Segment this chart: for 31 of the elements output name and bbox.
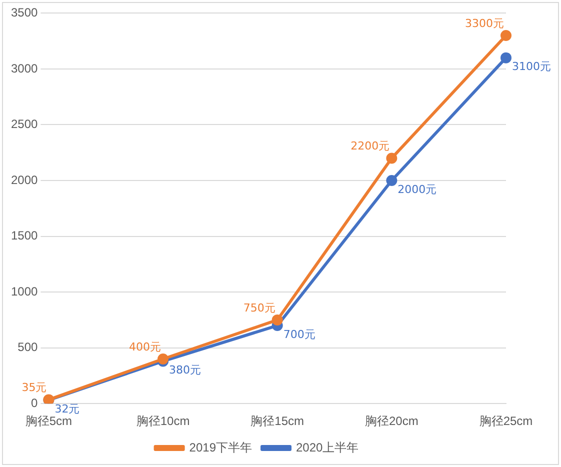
data-label: 35元 xyxy=(22,381,47,394)
data-label: 380元 xyxy=(169,364,202,377)
data-label: 750元 xyxy=(243,301,276,314)
legend-label: 2020上半年 xyxy=(296,440,359,454)
y-tick-label: 3000 xyxy=(10,61,38,76)
data-label: 400元 xyxy=(129,340,162,354)
x-tick-label: 胸径10cm xyxy=(136,414,190,428)
y-tick-label: 0 xyxy=(31,396,38,410)
y-tick-label: 1500 xyxy=(10,228,38,243)
y-tick-label: 2000 xyxy=(10,172,38,187)
point xyxy=(158,353,169,364)
x-tick-label: 胸径15cm xyxy=(250,414,304,428)
data-label: 32元 xyxy=(54,402,80,416)
data-label: 2200元 xyxy=(350,140,390,153)
legend-label: 2019下半年 xyxy=(189,440,252,454)
data-label: 3100元 xyxy=(512,60,551,74)
y-tick-label: 3500 xyxy=(10,6,38,20)
point xyxy=(500,30,512,42)
data-label: 3300元 xyxy=(465,16,504,30)
point xyxy=(272,314,283,326)
y-tick-label: 1000 xyxy=(10,284,38,298)
y-tick-label: 500 xyxy=(18,340,38,354)
point xyxy=(386,175,398,186)
x-tick-label: 胸径25cm xyxy=(479,414,533,428)
y-tick-label: 2500 xyxy=(10,117,38,132)
data-label: 2000元 xyxy=(398,182,437,196)
x-tick-label: 胸径5cm xyxy=(25,414,72,428)
point xyxy=(386,152,398,164)
point xyxy=(500,52,512,64)
data-label: 700元 xyxy=(283,328,316,341)
x-tick-label: 胸径20cm xyxy=(365,414,418,428)
